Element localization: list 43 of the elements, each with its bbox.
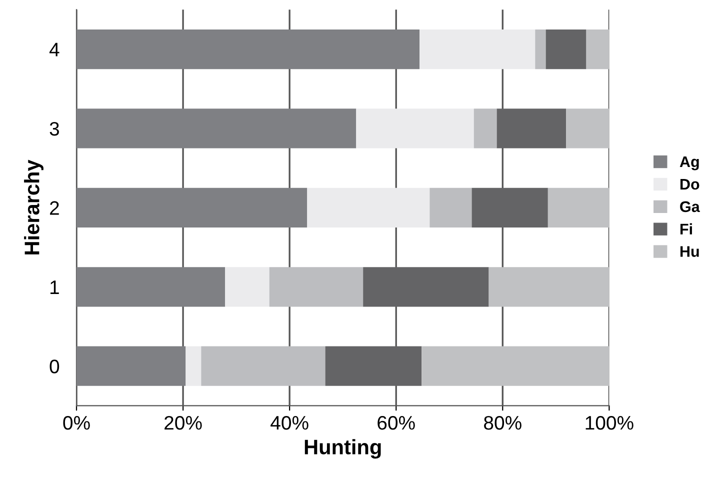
legend-label: Ga — [680, 201, 700, 212]
bar — [488, 267, 610, 307]
bar — [474, 108, 497, 148]
x-tick-label: 20% — [164, 416, 202, 430]
y-tick-label: 4 — [49, 42, 60, 56]
bar — [420, 29, 536, 70]
bar — [76, 29, 420, 70]
y-tick-label: 1 — [50, 280, 59, 294]
x-tick-label: 40% — [270, 416, 308, 430]
bar — [76, 188, 308, 228]
bar — [496, 108, 566, 148]
bar — [225, 267, 270, 307]
bar — [363, 267, 489, 307]
bar — [76, 346, 186, 386]
legend-label: Fi — [680, 223, 692, 234]
bar — [586, 29, 610, 70]
legend-label: Ag — [680, 156, 699, 170]
y-axis-title: Hierarchy — [24, 160, 44, 254]
bar — [325, 346, 422, 386]
bar — [201, 346, 326, 386]
y-tick-label: 3 — [50, 122, 59, 136]
bar — [548, 188, 610, 228]
bar — [269, 267, 364, 307]
bar — [472, 188, 548, 228]
bar — [422, 346, 610, 386]
bar — [356, 108, 474, 148]
y-tick-label: 2 — [50, 201, 59, 215]
x-tick-label: 100% — [586, 416, 634, 430]
x-tick-label: 0% — [63, 416, 90, 430]
bar — [566, 108, 610, 148]
bar — [186, 346, 202, 386]
bar — [535, 29, 546, 70]
x-tick-label: 60% — [378, 416, 415, 430]
x-tick-label: 80% — [484, 416, 522, 430]
bar — [546, 29, 586, 70]
legend-label: Do — [680, 179, 700, 190]
bar — [76, 108, 356, 148]
bar — [307, 188, 430, 228]
legend-label: Hu — [680, 246, 699, 257]
bar — [430, 188, 472, 228]
y-tick-label: 0 — [50, 360, 60, 374]
x-axis-title: Hunting — [304, 439, 381, 459]
bar — [76, 267, 226, 307]
